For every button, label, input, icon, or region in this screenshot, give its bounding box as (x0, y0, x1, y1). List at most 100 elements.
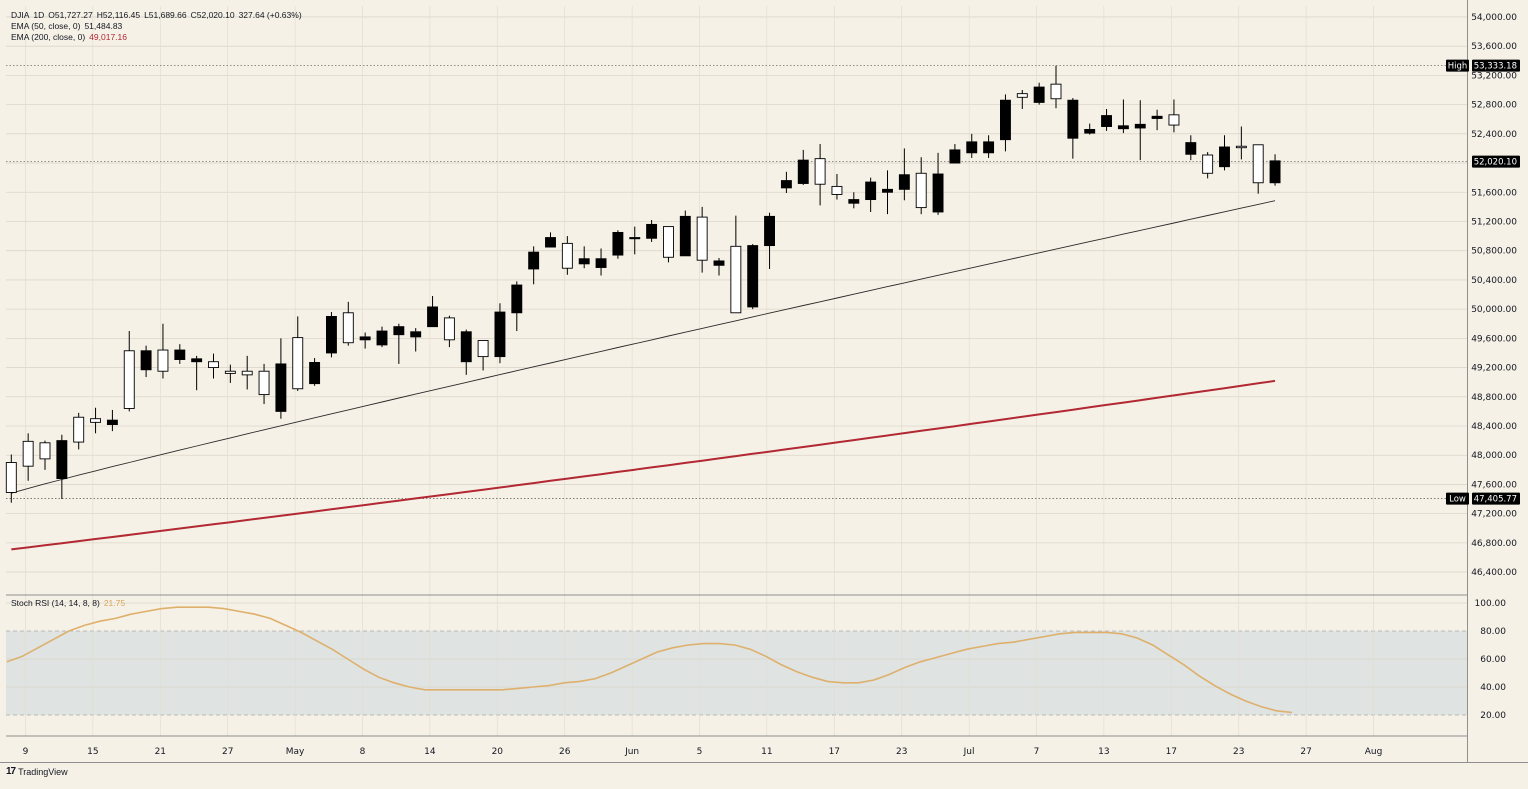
stoch-rsi-line (6, 606, 1293, 714)
legend-interval[interactable]: 1D (33, 10, 45, 20)
legend-stoch-rsi[interactable]: Stoch RSI (14, 14, 8, 8) 21.75 (11, 598, 129, 609)
candle-body (275, 363, 287, 412)
legend-ema200[interactable]: EMA (200, close, 0) 49,017.16 (11, 32, 131, 43)
time-tick-label: 14 (424, 747, 436, 757)
candle-body (1185, 142, 1197, 155)
low-tag-value: 47,405.77 (1474, 495, 1517, 505)
low-tag: Low 47,405.77 (1446, 492, 1520, 505)
price-tick-label: 54,000.00 (1471, 13, 1517, 23)
price-tick-label: 47,200.00 (1471, 510, 1517, 520)
legend-ema50[interactable]: EMA (50, close, 0) 51,484.83 (11, 21, 126, 32)
candle-body (780, 180, 792, 189)
candle-body (427, 306, 438, 328)
candle-body (393, 326, 405, 336)
candle-body (1101, 115, 1113, 127)
candle-body (797, 159, 809, 184)
candle-body (730, 245, 742, 314)
candle-body (123, 350, 135, 409)
low-tag-label: Low (1449, 495, 1466, 505)
candle-body (56, 440, 68, 480)
time-tick-label: 17 (829, 747, 840, 757)
candle-body (713, 260, 725, 266)
candle-body (898, 174, 910, 190)
price-tick-label: 51,600.00 (1471, 188, 1517, 198)
price-tick-label: 53,600.00 (1471, 42, 1517, 52)
ema50-line (11, 200, 1276, 494)
candle-body (949, 149, 961, 164)
price-tick-label: 52,400.00 (1471, 130, 1517, 140)
low-tag-label-box (1446, 492, 1469, 505)
candle-body (578, 258, 590, 265)
ema50-value: 51,484.83 (84, 21, 123, 31)
legend-symbol[interactable]: DJIA (11, 10, 30, 20)
candle-body (528, 251, 540, 270)
candle-body (612, 231, 624, 256)
candle-body (5, 462, 17, 493)
candle-body (326, 315, 337, 354)
price-tick-label: 51,200.00 (1471, 217, 1517, 227)
candle-body (545, 237, 556, 248)
candle-body (258, 370, 270, 396)
legend-high: H52,116.45 (96, 10, 141, 20)
legend-ohlc: DJIA 1D O51,727.27 H52,116.45 L51,689.66 C52,… (11, 10, 306, 21)
price-tick-label: 52,800.00 (1471, 101, 1517, 111)
candle-body (39, 442, 51, 460)
brand-name: TradingView (18, 766, 68, 777)
stoch-rsi-label: Stoch RSI (14, 14, 8, 8) (11, 598, 100, 608)
candle-body (241, 370, 253, 376)
price-tick-label: 48,000.00 (1471, 451, 1517, 461)
high-tag-label-box (1446, 59, 1469, 72)
tradingview-logo-icon: 17 (6, 766, 16, 777)
time-tick-label: 7 (1034, 747, 1040, 757)
candle-body (376, 330, 388, 346)
ema200-label: EMA (200, close, 0) (11, 32, 86, 42)
stoch-rsi-value: 21.75 (103, 598, 126, 608)
candle-body (1252, 144, 1264, 184)
candle-body (983, 141, 995, 154)
last-price-tag: 52,020.10 (1472, 155, 1520, 168)
candle-body (410, 331, 422, 338)
stoch-tick-label: 100.00 (1475, 599, 1507, 609)
time-tick-label: 5 (697, 747, 703, 757)
last-price-tag-value-box (1472, 155, 1520, 168)
candle-body (1067, 99, 1079, 139)
candle-body (292, 337, 304, 390)
tradingview-brand[interactable]: 17 TradingView (6, 766, 68, 777)
candle-body (1084, 128, 1096, 134)
candle-body (1219, 146, 1230, 168)
candle-body (679, 215, 691, 257)
candle-body (882, 188, 893, 193)
price-tick-label: 48,400.00 (1471, 422, 1517, 432)
candle-body (1235, 145, 1247, 149)
time-tick-label: 8 (360, 747, 366, 757)
time-tick-label: 15 (87, 747, 98, 757)
legend-change: 327.64 (+0.63%) (238, 10, 302, 20)
time-tick-label: 20 (492, 747, 504, 757)
time-tick-label: 11 (761, 747, 772, 757)
candle-body (511, 284, 523, 314)
time-tick-label: Jul (963, 747, 975, 757)
candle-body (915, 172, 927, 209)
candle-body (460, 331, 472, 363)
high-tag: High 53,333.18 (1446, 59, 1520, 72)
candle-body (831, 185, 843, 195)
candle-body (90, 418, 102, 423)
time-tick-label: 13 (1098, 747, 1109, 757)
candle-body (477, 340, 489, 358)
stoch-tick-label: 60.00 (1480, 655, 1506, 665)
candle-body (696, 216, 708, 261)
time-tick-label: Jun (624, 747, 639, 757)
high-tag-label: High (1448, 62, 1468, 72)
candle-body (174, 349, 186, 360)
time-tick-label: 9 (23, 747, 29, 757)
time-tick-label: May (286, 747, 305, 757)
candle-body (1117, 125, 1129, 130)
stoch-tick-label: 80.00 (1480, 627, 1506, 637)
candle-body (629, 237, 641, 240)
candle-body (747, 245, 759, 308)
price-tick-label: 46,800.00 (1471, 539, 1517, 549)
candle-body (1050, 83, 1062, 100)
candle-body (208, 361, 219, 369)
price-tick-label: 53,200.00 (1471, 71, 1517, 81)
